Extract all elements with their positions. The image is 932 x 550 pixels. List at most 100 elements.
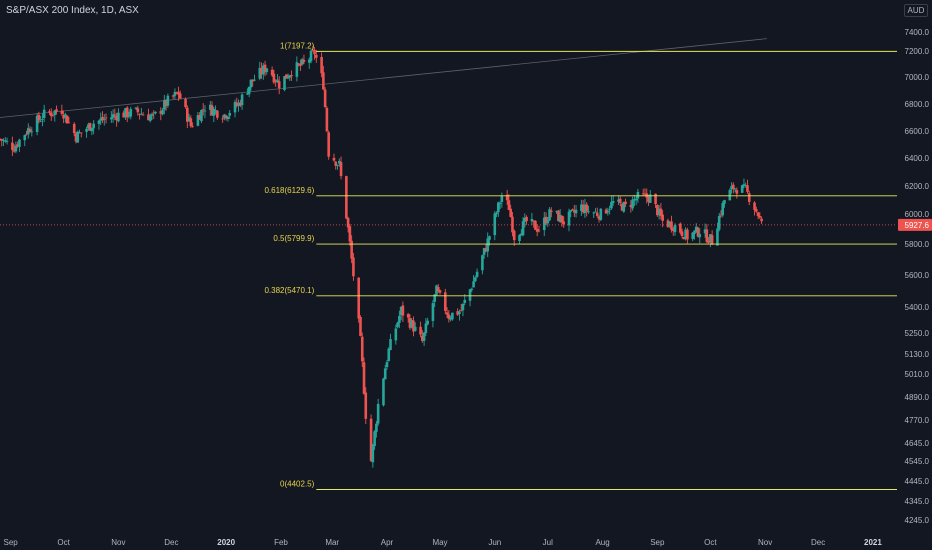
candle	[11, 136, 14, 157]
candle	[117, 108, 120, 123]
candle	[186, 105, 189, 129]
candle	[102, 114, 106, 126]
candle	[470, 287, 474, 292]
candle	[505, 189, 509, 205]
candle	[323, 87, 327, 109]
candle	[55, 105, 58, 115]
candle	[258, 61, 262, 81]
candle	[399, 306, 403, 321]
candle	[277, 76, 281, 95]
candle	[633, 194, 636, 207]
candle	[325, 106, 329, 133]
candle	[419, 321, 422, 338]
candle	[189, 115, 193, 129]
candle	[587, 205, 590, 214]
candle	[696, 226, 700, 238]
candle	[113, 108, 117, 121]
candle	[295, 56, 299, 82]
y-tick-label: 4445.0	[905, 477, 930, 486]
candle	[79, 132, 83, 138]
candle	[512, 229, 516, 246]
candle	[583, 198, 587, 218]
candle	[631, 196, 634, 211]
candle	[518, 234, 521, 245]
candle	[60, 104, 64, 116]
candle	[445, 307, 449, 318]
candle	[28, 126, 32, 133]
candle	[444, 288, 447, 315]
candle	[530, 212, 534, 226]
candle	[431, 300, 435, 328]
candle	[265, 67, 269, 75]
candle	[497, 201, 500, 218]
candle	[622, 201, 626, 213]
candle	[161, 107, 164, 116]
candle	[641, 188, 645, 197]
candle	[398, 310, 401, 329]
candle	[65, 115, 69, 124]
candle	[276, 74, 279, 83]
candle	[223, 113, 226, 121]
candle	[67, 116, 71, 124]
candle	[274, 79, 277, 87]
candle	[203, 105, 207, 119]
candle	[261, 63, 265, 80]
candle	[753, 201, 756, 216]
candle	[747, 190, 751, 206]
candle	[125, 106, 129, 123]
candle	[629, 200, 633, 213]
candle	[624, 198, 627, 208]
candle	[548, 207, 551, 221]
candle	[247, 86, 251, 98]
candle	[585, 202, 588, 217]
fibonacci-retracement[interactable]: 1(7197.2) 0.618(6129.6) 0.5(5799.9) 0.382(5…	[264, 41, 897, 490]
candle	[290, 70, 293, 81]
candle	[555, 210, 558, 215]
y-tick-label: 6600.0	[905, 127, 930, 136]
candle	[643, 188, 647, 196]
candle	[272, 69, 276, 85]
candle	[140, 107, 143, 116]
candle	[433, 294, 436, 308]
candle	[511, 211, 514, 237]
candle	[542, 211, 546, 237]
trendline[interactable]	[0, 38, 767, 118]
candle	[468, 288, 472, 307]
candle	[385, 359, 389, 370]
candle	[240, 93, 244, 110]
x-tick-label: Feb	[274, 538, 288, 547]
candle	[634, 195, 638, 206]
candle	[208, 100, 212, 116]
candle	[723, 199, 726, 208]
candle	[327, 130, 330, 160]
candle	[544, 212, 548, 225]
y-tick-label: 7200.0	[905, 47, 930, 56]
candle	[422, 332, 426, 346]
candle	[472, 275, 475, 288]
candle	[302, 54, 306, 65]
y-tick-label: 6000.0	[905, 210, 930, 219]
candle	[537, 225, 541, 233]
candle	[580, 199, 583, 216]
candle	[710, 230, 714, 246]
candle	[233, 99, 237, 118]
candle	[23, 134, 27, 147]
candle	[111, 109, 115, 123]
candle	[525, 215, 528, 225]
candle	[728, 188, 732, 201]
currency-badge[interactable]: AUD	[904, 4, 928, 17]
fib-level-label: 0.382(5470.1)	[264, 286, 314, 295]
candle	[449, 315, 452, 322]
candle	[408, 314, 412, 331]
x-tick-label: Apr	[381, 538, 394, 547]
candle	[482, 247, 486, 259]
y-tick-label: 7400.0	[905, 28, 930, 37]
candle	[495, 211, 498, 218]
candle	[115, 112, 118, 127]
time-axis[interactable]: Sep Oct Nov Dec 2020 Feb Mar Apr May Jun Jul Aug Sep…	[3, 538, 882, 547]
candle	[567, 208, 571, 232]
candle	[224, 114, 228, 121]
candle	[332, 153, 336, 162]
